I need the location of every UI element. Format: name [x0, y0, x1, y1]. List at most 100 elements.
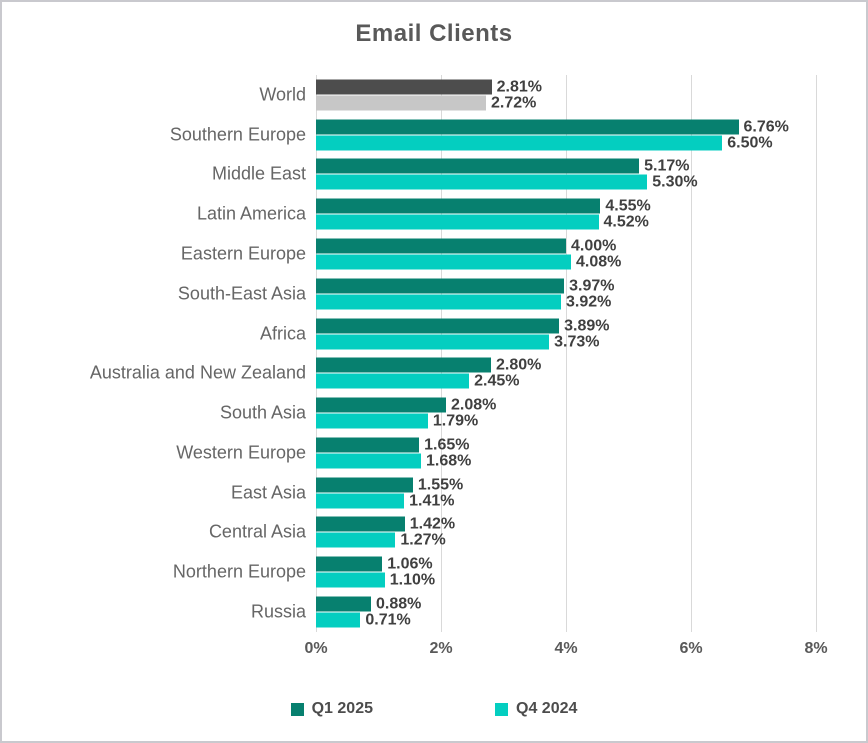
bar-group: 0.88% 0.71% — [316, 595, 816, 628]
category-label: Eastern Europe — [180, 243, 306, 264]
bar-wrap: 1.55% — [316, 476, 816, 494]
bar-value-label: 1.68% — [426, 452, 472, 470]
bar-q4-2024 — [316, 174, 648, 190]
chart-row: Middle East 5.17% 5.30% — [0, 155, 868, 195]
chart-row: Western Europe 1.65% 1.68% — [0, 433, 868, 473]
bar-q1-2025 — [316, 278, 565, 294]
bar-q1-2025 — [316, 357, 491, 373]
gridline-6% — [691, 75, 692, 632]
bar-wrap: 4.52% — [316, 213, 816, 231]
bar-q4-2024 — [316, 612, 361, 628]
bar-q4-2024 — [316, 334, 550, 350]
bar-group: 2.81% 2.72% — [316, 78, 816, 112]
bar-wrap: 0.71% — [316, 612, 816, 628]
category-label: Australia and New Zealand — [89, 362, 306, 383]
bar-wrap: 6.76% — [316, 118, 816, 136]
chart-row: Russia 0.88% 0.71% — [0, 592, 868, 632]
bar-value-label: 4.08% — [576, 253, 622, 271]
bar-q1-2025 — [316, 516, 405, 532]
legend-label-q4-2024: Q4 2024 — [516, 700, 578, 717]
bar-value-label: 6.76% — [743, 118, 789, 136]
bar-group: 1.65% 1.68% — [316, 436, 816, 470]
bar-q1-2025 — [316, 556, 383, 572]
bar-wrap: 5.30% — [316, 174, 816, 190]
bar-group: 1.06% 1.10% — [316, 555, 816, 588]
chart-row: South Asia 2.08% 1.79% — [0, 393, 868, 433]
legend-swatch-q1-2025-icon — [290, 702, 304, 716]
bar-wrap: 1.68% — [316, 452, 816, 470]
gridlines — [316, 75, 817, 632]
bar-value-label: 1.55% — [417, 476, 464, 494]
bar-value-label: 2.08% — [451, 396, 497, 414]
bar-group: 6.76% 6.50% — [316, 118, 816, 152]
chart-row: South-East Asia 3.97% 3.92% — [0, 274, 868, 314]
bar-value-label: 3.92% — [566, 293, 612, 311]
bar-wrap: 1.42% — [316, 515, 816, 533]
bar-wrap: 5.17% — [316, 158, 816, 174]
chart-row: Australia and New Zealand 2.80% 2.45% — [0, 353, 868, 393]
bar-value-label: 1.06% — [387, 555, 433, 573]
legend-label-q1-2025: Q1 2025 — [311, 700, 373, 717]
category-label: Southern Europe — [169, 124, 306, 145]
legend-swatch-q4-2024-icon — [495, 702, 508, 716]
x-axis-label-0%: 0% — [304, 640, 328, 657]
bar-wrap: 2.72% — [316, 94, 816, 112]
bar-wrap: 3.92% — [316, 293, 816, 311]
bar-wrap: 4.08% — [316, 253, 816, 271]
bar-group: 5.17% 5.30% — [316, 158, 816, 190]
bar-wrap: 1.79% — [316, 413, 816, 429]
bar-q1-2025 — [316, 477, 413, 493]
bar-value-label: 1.65% — [424, 436, 470, 454]
bar-q1-2025 — [316, 318, 560, 334]
bar-group: 4.55% 4.52% — [316, 197, 816, 231]
chart-row: Southern Europe 6.76% 6.50% — [0, 115, 868, 155]
bar-wrap: 1.27% — [316, 531, 816, 549]
bar-wrap: 1.10% — [316, 572, 816, 588]
bar-chart: World 2.81% 2.72% Southern Europe 6.76% 6.50%… — [0, 75, 868, 632]
x-axis-label-2%: 2% — [429, 640, 453, 657]
bar-wrap: 6.50% — [316, 134, 816, 152]
bar-q1-2025 — [316, 238, 566, 254]
bar-group: 4.00% 4.08% — [316, 237, 816, 271]
chart-rows: World 2.81% 2.72% Southern Europe 6.76% 6.50%… — [0, 75, 868, 632]
chart-row: Latin America 4.55% 4.52% — [0, 194, 868, 234]
x-axis-label-8%: 8% — [804, 640, 828, 657]
bar-value-label: 4.00% — [571, 237, 617, 255]
bar-value-label: 1.42% — [409, 515, 456, 533]
bar-value-label: 4.52% — [603, 213, 649, 231]
bar-wrap: 2.08% — [316, 396, 816, 414]
bar-q1-2025 — [316, 397, 446, 413]
bar-value-label: 2.81% — [496, 78, 542, 96]
bar-q4-2024 — [316, 453, 421, 469]
bar-q4-2024 — [316, 493, 405, 509]
bar-q1-2025 — [316, 437, 420, 453]
bar-q4-2024 — [316, 214, 599, 230]
legend-item-q4-2024: Q4 2024 — [495, 700, 577, 718]
bar-wrap: 2.80% — [316, 357, 816, 373]
bar-wrap: 2.45% — [316, 373, 816, 389]
category-label: East Asia — [230, 482, 306, 503]
bar-value-label: 6.50% — [727, 134, 773, 152]
category-label: World — [259, 84, 306, 105]
category-label: Latin America — [196, 203, 306, 224]
bar-q4-2024 — [316, 572, 385, 588]
bar-group: 2.80% 2.45% — [316, 357, 816, 389]
category-label: Central Asia — [208, 521, 306, 542]
x-axis-label-6%: 6% — [679, 640, 703, 657]
bar-q1-2025 — [316, 119, 739, 135]
bar-q4-2024 — [316, 413, 428, 429]
chart-row: Africa 3.89% 3.73% — [0, 314, 868, 354]
bar-value-label: 2.72% — [491, 94, 537, 112]
category-label: Africa — [259, 323, 306, 344]
bar-q1-2025 — [316, 79, 492, 95]
bar-value-label: 4.55% — [605, 197, 651, 215]
bar-q4-2024 — [316, 254, 571, 270]
bar-value-label: 0.88% — [376, 595, 422, 613]
x-axis: 0% 2% 4% 6% 8% — [304, 640, 827, 660]
bar-value-label: 3.73% — [554, 333, 600, 351]
bar-value-label: 1.27% — [400, 531, 446, 549]
bar-wrap: 3.97% — [316, 278, 816, 294]
bar-q4-2024 — [316, 294, 561, 310]
bar-q4-2024 — [316, 373, 470, 389]
bar-group: 2.08% 1.79% — [316, 396, 816, 429]
